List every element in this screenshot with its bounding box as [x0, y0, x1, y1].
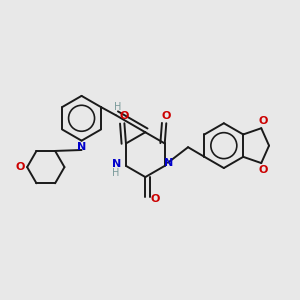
Text: O: O: [120, 111, 129, 122]
Text: H: H: [112, 168, 120, 178]
Text: O: O: [258, 165, 268, 175]
Text: O: O: [151, 194, 160, 204]
Text: N: N: [164, 158, 173, 168]
Text: O: O: [16, 162, 25, 172]
Text: N: N: [77, 142, 86, 152]
Text: H: H: [114, 102, 121, 112]
Text: O: O: [258, 116, 268, 126]
Text: O: O: [162, 111, 171, 122]
Text: N: N: [112, 159, 121, 169]
